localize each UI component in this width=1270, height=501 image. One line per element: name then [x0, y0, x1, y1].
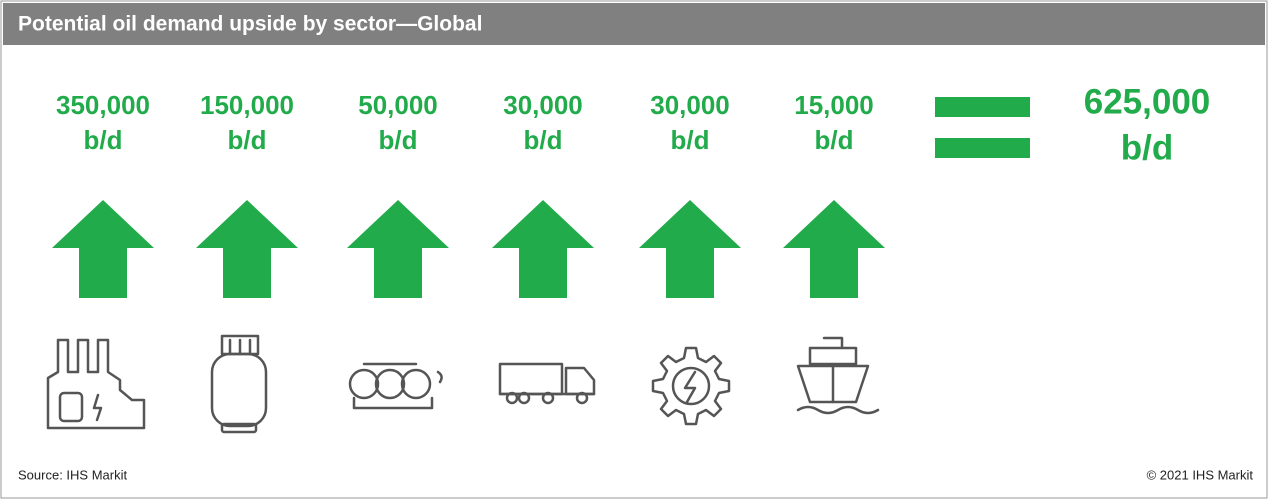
up-arrow: [196, 200, 298, 298]
equals-bar: [935, 138, 1030, 158]
power-gear-icon: [651, 346, 731, 426]
sector-unit: b/d: [524, 125, 563, 155]
up-arrow: [783, 200, 885, 298]
equals-bar: [935, 97, 1030, 117]
header-bar: [3, 3, 1265, 45]
sector-unit: b/d: [228, 125, 267, 155]
up-arrow: [347, 200, 449, 298]
sector-amount: 50,000: [358, 90, 438, 120]
tanks-icon: [348, 362, 443, 410]
truck-icon: [498, 362, 596, 405]
sector-unit: b/d: [84, 125, 123, 155]
source: Source: IHS Markit: [18, 467, 127, 482]
sector-amount: 15,000: [794, 90, 874, 120]
ship-icon: [796, 336, 880, 415]
sector-amount: 30,000: [503, 90, 583, 120]
sector-amount: 150,000: [200, 90, 294, 120]
up-arrow: [52, 200, 154, 298]
factory-icon: [46, 338, 146, 430]
sector-amount: 30,000: [650, 90, 730, 120]
sector-amount: 350,000: [56, 90, 150, 120]
total-amount: 625,000: [1084, 82, 1211, 121]
cylinder-icon: [210, 334, 268, 434]
total-unit: b/d: [1121, 128, 1173, 167]
up-arrow: [639, 200, 741, 298]
sector-unit: b/d: [815, 125, 854, 155]
sector-unit: b/d: [379, 125, 418, 155]
up-arrow: [492, 200, 594, 298]
sector-unit: b/d: [671, 125, 710, 155]
title: Potential oil demand upside by sector—Gl…: [18, 13, 482, 36]
copyright: © 2021 IHS Markit: [1147, 467, 1254, 482]
